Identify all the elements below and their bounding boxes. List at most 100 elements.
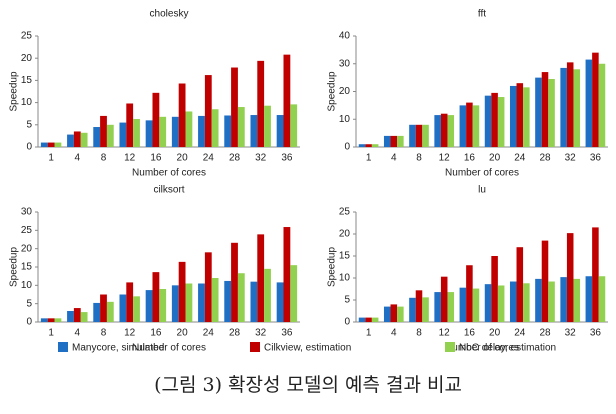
bar bbox=[198, 283, 205, 322]
x-tick-label: 4 bbox=[75, 328, 81, 339]
bar bbox=[47, 318, 55, 322]
bar bbox=[257, 60, 265, 147]
bar bbox=[459, 105, 467, 147]
bar bbox=[422, 124, 429, 147]
x-tick-label: 36 bbox=[281, 153, 293, 164]
bar bbox=[283, 54, 291, 148]
x-tick-label: 32 bbox=[255, 153, 267, 164]
bar bbox=[548, 281, 555, 322]
bar bbox=[390, 135, 398, 147]
bar bbox=[231, 242, 238, 322]
x-tick-label: 16 bbox=[464, 153, 476, 164]
bar bbox=[80, 132, 88, 147]
y-tick-label: 20 bbox=[339, 86, 351, 97]
bar bbox=[585, 276, 593, 322]
bar bbox=[231, 67, 238, 147]
y-tick-label: 40 bbox=[339, 31, 351, 42]
bar bbox=[491, 92, 498, 147]
x-tick-label: 1 bbox=[366, 328, 372, 339]
bar bbox=[592, 52, 599, 147]
bar bbox=[290, 104, 298, 147]
bar bbox=[145, 290, 153, 322]
y-tick-label: 30 bbox=[21, 207, 33, 218]
bar bbox=[434, 292, 441, 322]
x-axis-label: Number of cores bbox=[445, 343, 519, 354]
bar bbox=[573, 69, 581, 147]
bar bbox=[516, 247, 524, 322]
x-axis-label: Number of cores bbox=[132, 168, 206, 179]
x-tick-label: 1 bbox=[48, 328, 54, 339]
bar bbox=[126, 103, 134, 147]
bar bbox=[290, 265, 298, 322]
x-tick-label: 28 bbox=[229, 328, 241, 339]
bar bbox=[204, 75, 212, 147]
bar bbox=[54, 318, 62, 322]
bar bbox=[371, 144, 379, 147]
bar bbox=[409, 297, 416, 322]
bar bbox=[472, 105, 480, 147]
x-tick-label: 8 bbox=[101, 153, 107, 164]
bar bbox=[119, 294, 127, 322]
x-tick-label: 36 bbox=[590, 328, 602, 339]
legend-label: Cilkview, estimation bbox=[264, 343, 351, 354]
bar bbox=[459, 287, 467, 322]
bar bbox=[560, 67, 567, 147]
bar bbox=[415, 290, 423, 322]
x-tick-label: 32 bbox=[565, 153, 577, 164]
bar bbox=[535, 278, 542, 322]
x-tick-label: 32 bbox=[565, 328, 577, 339]
bar bbox=[126, 282, 134, 322]
y-tick-label: 5 bbox=[26, 119, 32, 130]
legend-label: Manycore, simulated bbox=[72, 343, 164, 354]
y-axis-label: Speedup bbox=[327, 247, 338, 287]
bar bbox=[365, 317, 372, 322]
legend-swatch bbox=[58, 342, 68, 352]
y-tick-label: 10 bbox=[339, 114, 351, 125]
bar bbox=[178, 83, 186, 147]
bar bbox=[415, 124, 423, 147]
bar bbox=[73, 131, 81, 147]
x-tick-label: 28 bbox=[539, 328, 551, 339]
bar bbox=[523, 87, 530, 147]
x-tick-label: 36 bbox=[590, 153, 602, 164]
bar bbox=[198, 115, 205, 147]
bar bbox=[106, 301, 114, 322]
bar bbox=[383, 306, 391, 322]
bar bbox=[264, 268, 271, 322]
bar bbox=[598, 63, 606, 147]
bar bbox=[566, 62, 574, 147]
bar bbox=[276, 282, 284, 322]
bar bbox=[409, 124, 416, 147]
y-tick-label: 15 bbox=[21, 75, 33, 86]
y-tick-label: 25 bbox=[21, 225, 33, 236]
bar bbox=[250, 281, 258, 322]
y-tick-label: 10 bbox=[21, 97, 33, 108]
bar bbox=[484, 95, 492, 147]
y-axis-label: Speedup bbox=[9, 71, 20, 111]
bar bbox=[509, 281, 517, 322]
bar bbox=[119, 122, 127, 147]
bar bbox=[47, 142, 55, 147]
bar bbox=[535, 77, 542, 147]
x-tick-label: 32 bbox=[255, 328, 267, 339]
chart-title: lu bbox=[478, 185, 486, 196]
bar bbox=[466, 265, 473, 322]
bar bbox=[283, 227, 291, 322]
x-tick-label: 12 bbox=[439, 153, 451, 164]
bar bbox=[185, 111, 193, 147]
bar bbox=[598, 276, 606, 322]
x-tick-label: 4 bbox=[75, 153, 81, 164]
caption: (그림 3) 확장성 모델의 예측 결과 비교 bbox=[154, 374, 462, 396]
y-tick-label: 20 bbox=[21, 243, 33, 254]
bar bbox=[365, 144, 372, 147]
bar bbox=[54, 142, 62, 147]
bar bbox=[204, 252, 212, 322]
bar bbox=[224, 280, 232, 322]
bar bbox=[250, 115, 258, 147]
bar bbox=[491, 256, 498, 322]
y-tick-label: 25 bbox=[339, 207, 351, 218]
y-tick-label: 10 bbox=[21, 280, 33, 291]
x-tick-label: 8 bbox=[101, 328, 107, 339]
x-tick-label: 1 bbox=[48, 153, 54, 164]
